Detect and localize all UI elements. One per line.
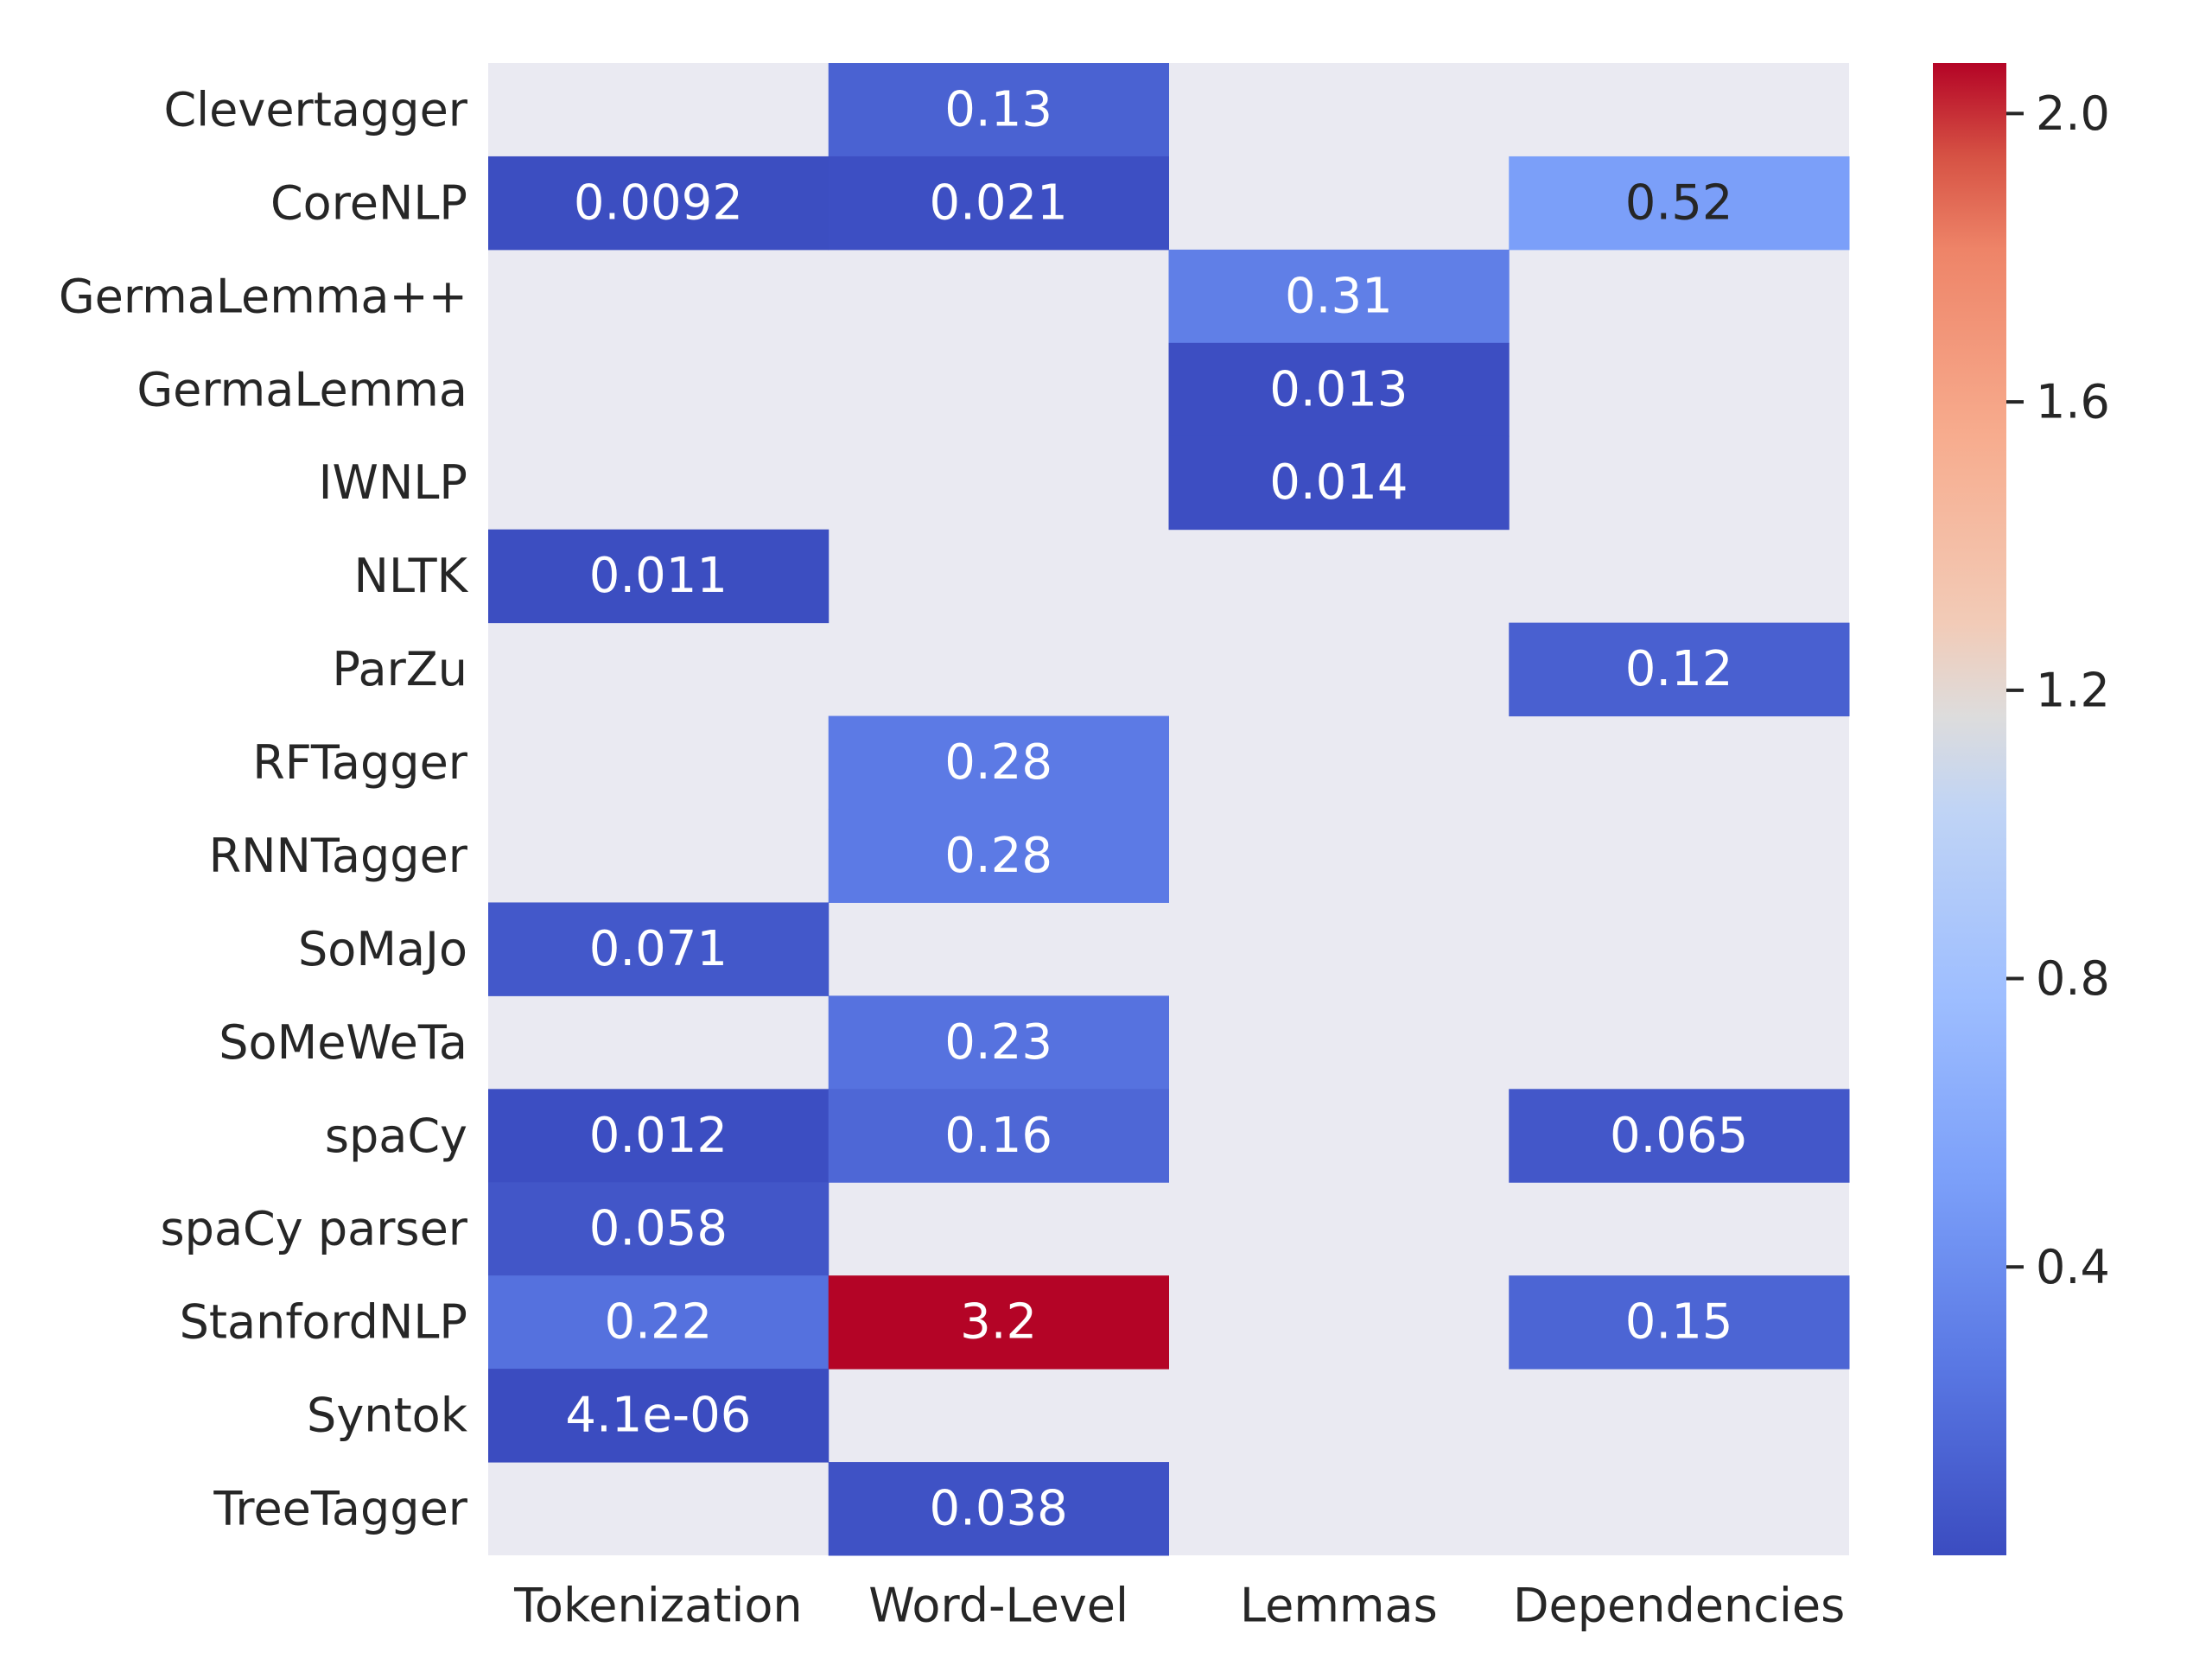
cell-value-label: 0.31 — [1285, 268, 1393, 324]
colorbar-tick-label: 0.4 — [2036, 1240, 2110, 1294]
row-label-germalemma: GermaLemma++ — [59, 269, 467, 323]
cell-value-label: 0.065 — [1610, 1108, 1748, 1164]
heatmap-cell-corenlp-tokenization — [488, 156, 830, 251]
colorbar-tick-label: 1.6 — [2036, 375, 2110, 429]
row-label-nltk: NLTK — [354, 549, 469, 603]
row-label-somajo: SoMaJo — [298, 922, 467, 976]
cell-value-label: 0.52 — [1625, 175, 1733, 231]
cell-value-label: 3.2 — [960, 1294, 1037, 1351]
cell-value-label: 0.038 — [929, 1481, 1067, 1537]
row-label-syntok: Syntok — [307, 1389, 468, 1443]
row-label-iwnlp: IWNLP — [319, 455, 467, 510]
cell-value-label: 0.28 — [944, 828, 1052, 884]
row-label-rnntagger: RNNTagger — [209, 829, 468, 883]
cell-value-label: 0.013 — [1269, 361, 1408, 417]
row-label-clevertagger: Clevertagger — [163, 82, 467, 137]
column-label-lemmas: Lemmas — [1240, 1579, 1438, 1633]
heatmap-cell-spacy-parser-tokenization — [488, 1182, 830, 1276]
heatmap-cell-germalemma-lemmas — [1168, 342, 1510, 437]
colorbar-tick-label: 1.2 — [2036, 663, 2110, 717]
cell-value-label: 0.13 — [944, 81, 1052, 137]
cell-value-label: 0.16 — [944, 1108, 1052, 1164]
cell-value-label: 0.021 — [929, 175, 1067, 231]
colorbar-tick-label: 0.8 — [2036, 951, 2110, 1006]
row-label-spacy-parser: spaCy parser — [161, 1202, 468, 1256]
heatmap-cell-clevertagger-word-level — [828, 63, 1169, 157]
cell-value-label: 0.12 — [1625, 641, 1733, 697]
row-label-stanfordnlp: StanfordNLP — [180, 1295, 467, 1350]
heatmap-cell-rnntagger-word-level — [828, 809, 1169, 903]
row-label-treetagger: TreeTagger — [213, 1482, 467, 1536]
cell-value-label: 0.15 — [1625, 1294, 1733, 1351]
heatmap-cell-spacy-dependencies — [1509, 1089, 1850, 1183]
heatmap-cell-treetagger-word-level — [828, 1462, 1169, 1556]
cell-value-label: 0.058 — [589, 1201, 728, 1257]
cell-value-label: 0.23 — [944, 1014, 1052, 1071]
row-label-rftagger: RFTagger — [252, 735, 468, 790]
cell-value-label: 0.22 — [605, 1294, 713, 1351]
heatmap-cell-corenlp-dependencies — [1509, 156, 1850, 251]
heatmap-cell-spacy-word-level — [828, 1089, 1169, 1183]
heatmap-cell-stanfordnlp-dependencies — [1509, 1275, 1850, 1370]
row-label-corenlp: CoreNLP — [270, 175, 467, 230]
colorbar — [1933, 63, 2006, 1555]
heatmap-cell-stanfordnlp-tokenization — [488, 1275, 830, 1370]
cell-value-label: 0.071 — [589, 921, 728, 977]
heatmap-cell-corenlp-word-level — [828, 156, 1169, 251]
cell-value-label: 4.1e-06 — [565, 1388, 751, 1444]
colorbar-tick-label: 2.0 — [2036, 86, 2110, 141]
cell-value-label: 0.011 — [589, 548, 728, 604]
heatmap-cell-nltk-tokenization — [488, 529, 830, 624]
column-label-word-level: Word-Level — [868, 1579, 1128, 1633]
row-label-germalemma: GermaLemma — [137, 362, 467, 416]
heatmap-cell-germalemma-lemmas — [1168, 249, 1510, 344]
heatmap-cell-syntok-tokenization — [488, 1369, 830, 1463]
heatmap-cell-rftagger-word-level — [828, 715, 1169, 810]
heatmap-cell-someweta-word-level — [828, 995, 1169, 1090]
heatmap-cell-stanfordnlp-word-level — [828, 1275, 1169, 1370]
cell-value-label: 0.014 — [1269, 454, 1408, 511]
row-label-spacy: spaCy — [325, 1109, 467, 1163]
cell-value-label: 0.28 — [944, 734, 1052, 791]
row-label-parzu: ParZu — [332, 642, 467, 696]
cell-value-label: 0.012 — [589, 1108, 728, 1164]
column-label-dependencies: Dependencies — [1513, 1579, 1845, 1633]
heatmap-cell-parzu-dependencies — [1509, 622, 1850, 717]
row-label-someweta: SoMeWeTa — [219, 1015, 467, 1070]
cell-value-label: 0.0092 — [574, 175, 743, 231]
heatmap-cell-somajo-tokenization — [488, 902, 830, 996]
heatmap-cell-spacy-tokenization — [488, 1089, 830, 1183]
heatmap-cell-iwnlp-lemmas — [1168, 435, 1510, 531]
column-label-tokenization: Tokenization — [513, 1579, 803, 1633]
